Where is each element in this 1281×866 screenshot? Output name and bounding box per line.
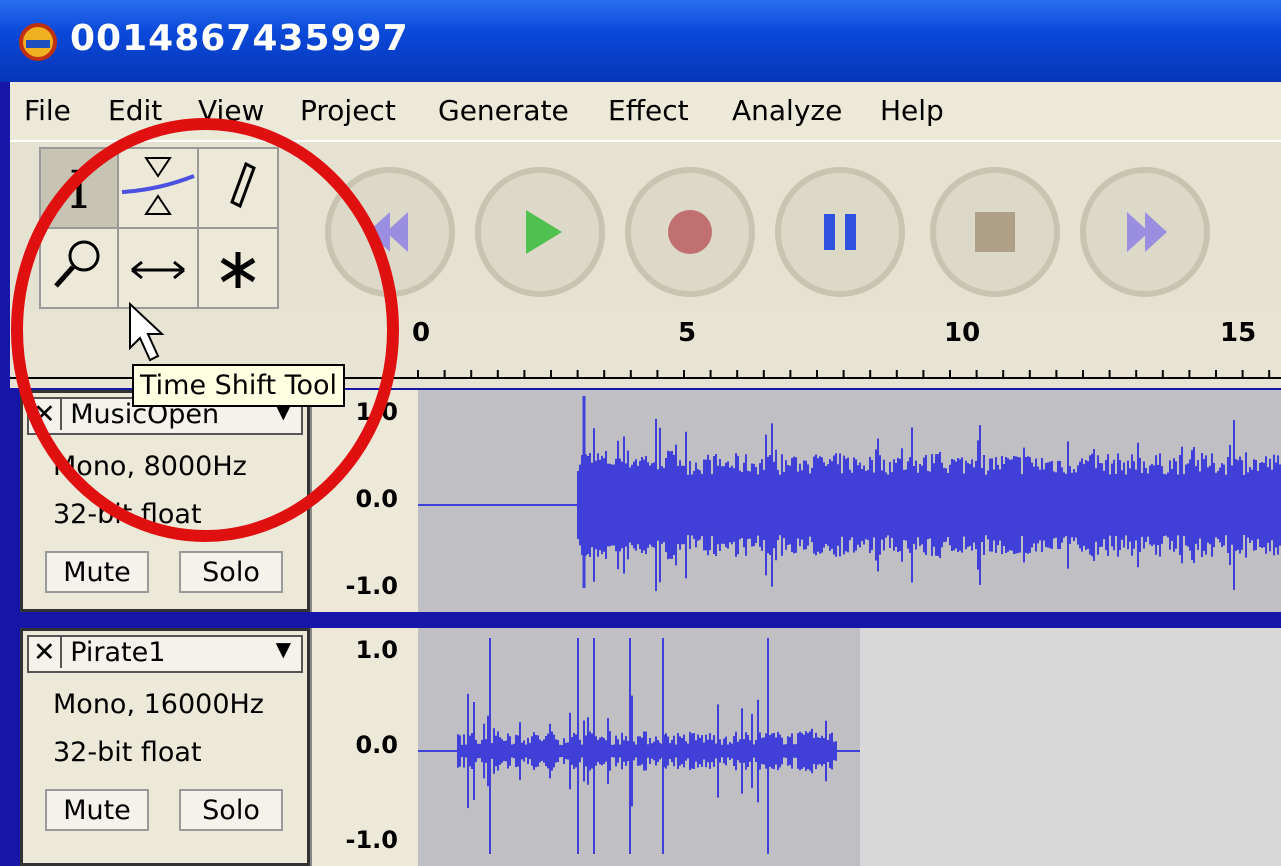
scale-label: -1.0: [346, 826, 398, 854]
transport-icon: [668, 210, 712, 254]
track-name-text: Pirate1: [70, 637, 165, 668]
transport-button[interactable]: [778, 170, 902, 294]
scale-label: 0.0: [355, 731, 398, 759]
track-format: Mono, 16000Hz: [53, 689, 264, 720]
ruler-label: 10: [944, 318, 980, 348]
waveform-area: [418, 390, 1281, 612]
track-name[interactable]: ✕ Pirate1▼: [27, 635, 303, 673]
screen: {"window": {"title": "0014867435997"}, "…: [0, 0, 1281, 866]
app-icon: [18, 22, 58, 62]
highlight-ellipse: [0, 100, 420, 560]
waveform-area: [418, 628, 1281, 866]
scale-label: 1.0: [355, 636, 398, 664]
track-sample: 32-bit float: [53, 737, 202, 768]
ruler-label: 15: [1220, 318, 1256, 348]
ruler-label: 5: [678, 318, 696, 348]
window-title: 0014867435997: [70, 18, 409, 59]
menu-item[interactable]: Generate: [438, 94, 569, 127]
scale-label: -1.0: [346, 572, 398, 600]
menu-item[interactable]: Help: [880, 94, 944, 127]
mute-button[interactable]: Mute: [45, 789, 149, 831]
track-scale: 1.0 0.0 -1.0: [310, 628, 420, 866]
menu-item[interactable]: Analyze: [732, 94, 842, 127]
solo-button[interactable]: Solo: [179, 789, 283, 831]
menu-item[interactable]: Effect: [608, 94, 689, 127]
transport-icon: [975, 212, 1015, 252]
title-bar: 0014867435997: [0, 0, 1281, 82]
track-panel: ✕ Pirate1▼ Mono, 16000Hz 32-bit float Mute S…: [20, 628, 310, 866]
